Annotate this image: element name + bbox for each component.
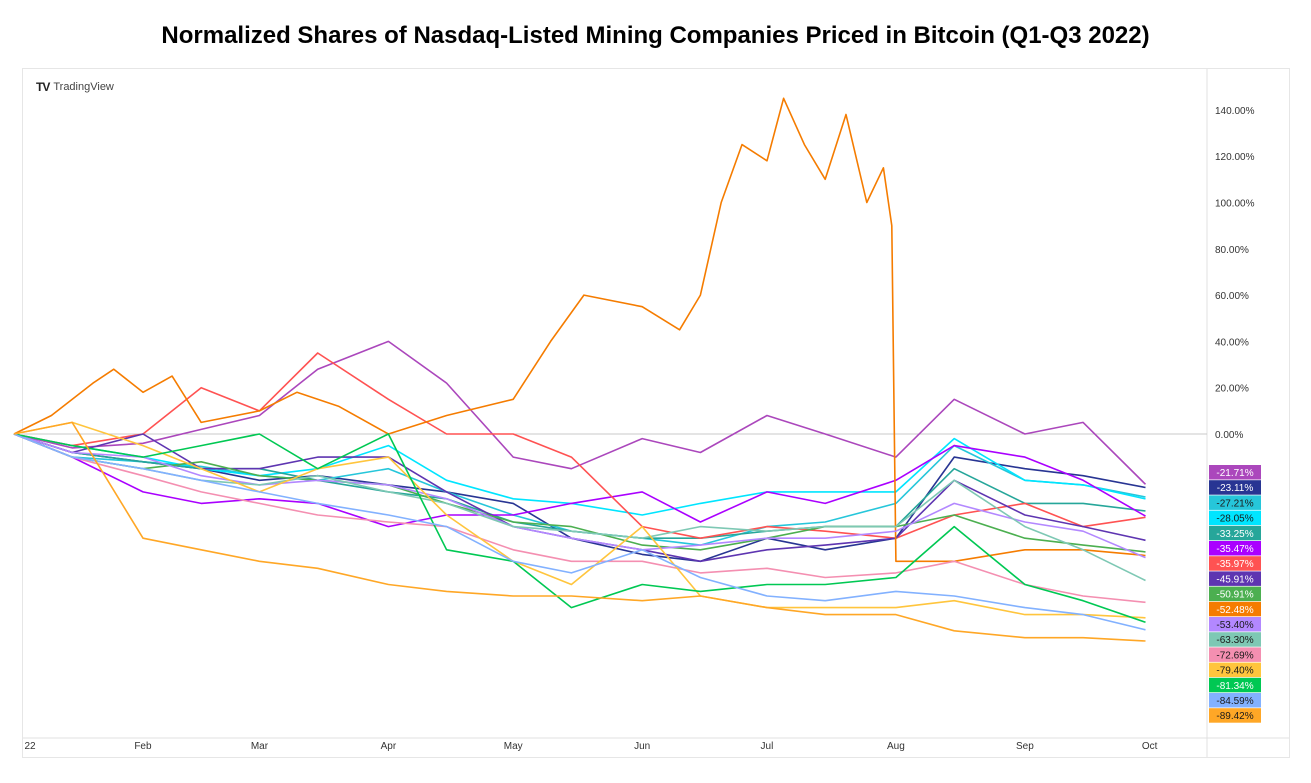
series-line-2 [13, 433, 1146, 563]
y-tick-label: 80.00% [1215, 245, 1249, 256]
end-label-text: -81.34% [1216, 681, 1253, 692]
series-line-11 [13, 433, 1146, 559]
series-line-14 [13, 421, 1146, 619]
x-tick-label: Jun [634, 741, 650, 752]
x-tick-label: Apr [381, 741, 397, 752]
end-label-badge [1209, 556, 1261, 571]
end-label-badge [1209, 708, 1261, 723]
x-tick-label: Jul [761, 741, 774, 752]
end-label-text: -35.97% [1216, 559, 1253, 570]
end-label-badge [1209, 632, 1261, 647]
chart-frame [22, 68, 1290, 758]
end-label-badge [1209, 571, 1261, 586]
x-tick-label: Sep [1016, 741, 1034, 752]
series-line-1 [13, 340, 1147, 485]
end-label-badge [1209, 617, 1261, 632]
end-label-text: -53.40% [1216, 620, 1253, 631]
end-label-badge [1209, 677, 1261, 693]
end-label-text: -27.21% [1216, 498, 1253, 509]
end-label-badge [1209, 465, 1261, 480]
series-line-7 [13, 352, 1146, 539]
end-label-text: -28.05% [1216, 514, 1253, 525]
end-label-text: -84.59% [1216, 696, 1253, 707]
series-line-15 [13, 433, 1146, 624]
end-label-text: -33.25% [1216, 529, 1253, 540]
end-label-badge [1209, 525, 1261, 541]
end-label-text: -45.91% [1216, 574, 1253, 585]
end-label-badge [1209, 510, 1261, 526]
watermark-text: TradingView [53, 81, 114, 93]
x-tick-label: Aug [887, 741, 905, 752]
end-label-text: -35.47% [1216, 544, 1253, 555]
series-line-8 [13, 433, 1146, 563]
end-label-badge [1209, 601, 1261, 617]
end-label-text: -23.11% [1217, 483, 1254, 494]
series-line-9 [13, 433, 1146, 553]
series-line-13 [13, 433, 1146, 604]
x-tick-label: Oct [1142, 741, 1158, 752]
end-label-badge [1209, 693, 1261, 708]
end-label-text: -50.91% [1216, 590, 1253, 601]
y-tick-label: 20.00% [1215, 384, 1249, 395]
series-line-17 [13, 421, 1146, 642]
tradingview-logo: TV TradingView [36, 80, 114, 94]
end-label-text: -89.42% [1216, 711, 1253, 722]
series-line-10 [13, 97, 1146, 563]
chart-title: Normalized Shares of Nasdaq-Listed Minin… [161, 22, 1150, 49]
y-tick-label: 60.00% [1215, 291, 1249, 302]
series-line-16 [13, 433, 1146, 631]
y-tick-label: 140.00% [1215, 106, 1255, 117]
y-tick-label: 100.00% [1215, 199, 1255, 210]
end-label-badge [1209, 586, 1261, 602]
tradingview-logo-icon: TV [36, 80, 50, 94]
end-label-text: -79.40% [1216, 666, 1253, 677]
end-label-text: -63.30% [1216, 635, 1253, 646]
end-label-text: -72.69% [1216, 650, 1253, 661]
end-label-badge [1209, 541, 1261, 556]
y-tick-label: 0.00% [1215, 430, 1243, 441]
y-tick-label: 40.00% [1215, 337, 1249, 348]
end-label-text: -52.48% [1216, 605, 1253, 616]
x-tick-label: 22 [24, 741, 36, 752]
end-label-text: -21.71% [1216, 468, 1253, 479]
end-label-badge [1209, 647, 1261, 662]
end-label-badge [1209, 495, 1261, 510]
x-tick-label: Feb [134, 741, 152, 752]
end-label-badge [1209, 662, 1261, 678]
end-label-badge [1209, 480, 1261, 495]
series-line-6 [13, 433, 1146, 528]
x-tick-label: May [504, 741, 523, 752]
x-tick-label: Mar [251, 741, 269, 752]
y-tick-label: 120.00% [1215, 152, 1255, 163]
